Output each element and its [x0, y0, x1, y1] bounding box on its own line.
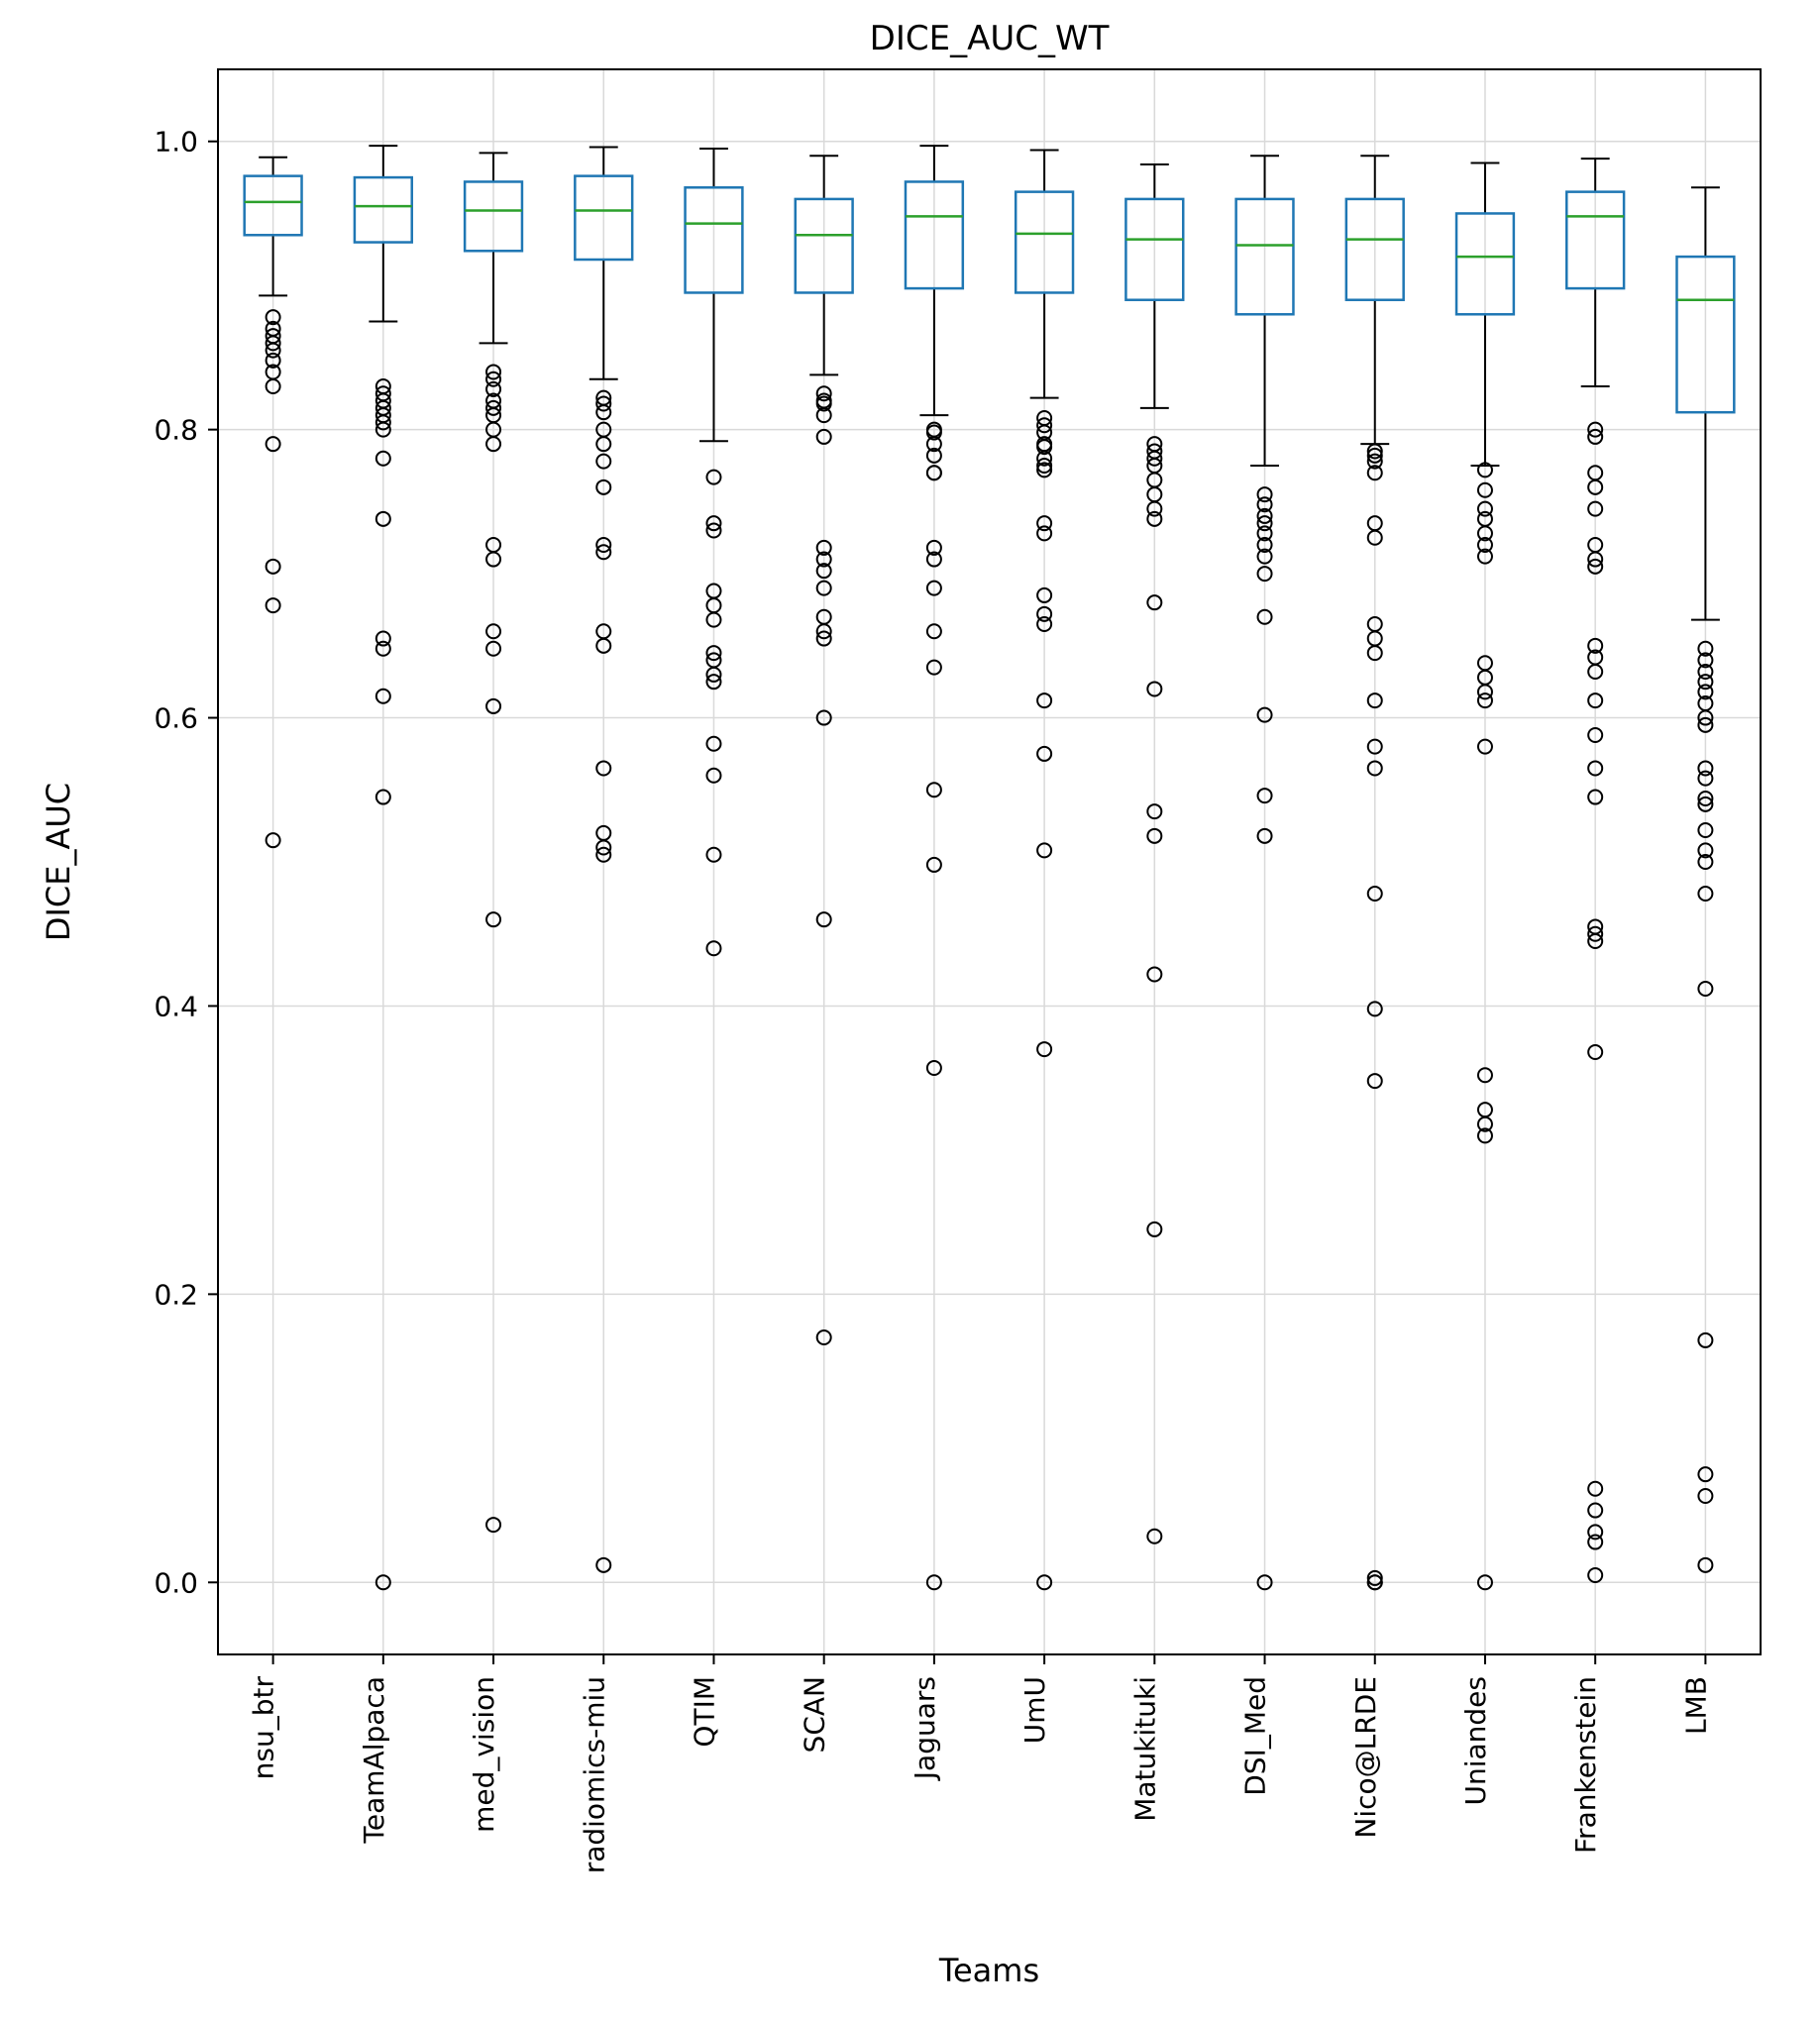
x-tick-label: Matukituki [1128, 1676, 1161, 1822]
y-axis-label: DICE_AUC [40, 783, 77, 941]
x-axis-label: Teams [938, 1952, 1039, 1989]
y-tick-label: 0.6 [154, 702, 198, 735]
y-tick-label: 0.4 [154, 990, 198, 1022]
x-tick-label: Jaguars [909, 1676, 941, 1781]
y-tick-label: 1.0 [154, 126, 198, 159]
x-tick-label: Nico@LRDE [1349, 1676, 1382, 1839]
x-tick-label: UmU [1018, 1676, 1051, 1744]
x-tick-label: med_vision [468, 1676, 500, 1833]
x-tick-label: SCAN [799, 1676, 831, 1753]
x-tick-label: nsu_btr [248, 1676, 280, 1780]
boxplot-chart: 0.0 0.2 0.4 0.6 0.8 1.0 nsu_btr TeamAlpaca med_v… [0, 0, 1820, 2021]
y-tick-label: 0.2 [154, 1278, 198, 1311]
chart-svg: 0.0 0.2 0.4 0.6 0.8 1.0 nsu_btr TeamAlpaca med_v… [0, 0, 1820, 2021]
x-tick-label: DSI_Med [1239, 1676, 1272, 1796]
x-tick-label: radiomics-miu [578, 1676, 610, 1873]
x-tick-label: LMB [1679, 1676, 1712, 1735]
x-tick-label: TeamAlpaca [358, 1676, 390, 1844]
y-tick-label: 0.8 [154, 414, 198, 447]
y-tick-label: 0.0 [154, 1566, 198, 1599]
x-tick-label: Uniandes [1459, 1676, 1492, 1806]
x-tick-label: QTIM [688, 1676, 720, 1748]
x-tick-label: Frankenstein [1569, 1676, 1602, 1854]
chart-title: DICE_AUC_WT [870, 19, 1110, 58]
